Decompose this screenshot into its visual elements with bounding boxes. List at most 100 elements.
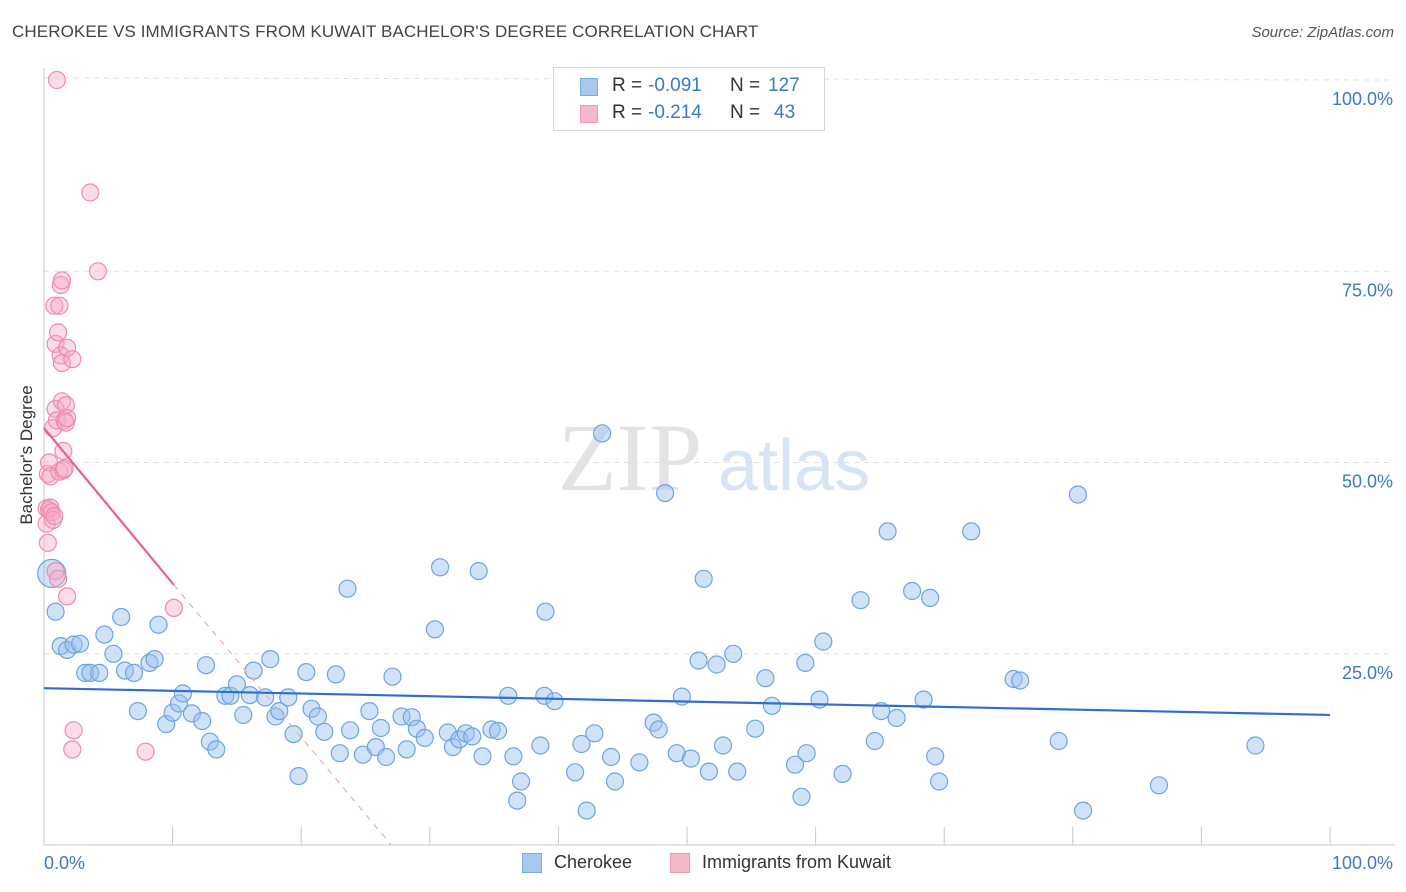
point-cherokee xyxy=(694,569,713,588)
point-cherokee xyxy=(756,669,775,688)
point-cherokee xyxy=(796,653,815,673)
y-tick-label: 75.0% xyxy=(1342,280,1393,300)
point-kuwait xyxy=(48,569,68,588)
point-cherokee xyxy=(601,747,621,767)
point-cherokee xyxy=(605,772,625,791)
trend-line-kuwait xyxy=(43,427,175,586)
point-cherokee xyxy=(689,651,708,670)
point-cherokee xyxy=(256,688,275,707)
point-cherokee xyxy=(360,701,379,721)
point-cherokee xyxy=(193,711,212,731)
point-cherokee xyxy=(814,632,833,651)
point-cherokee xyxy=(1073,801,1093,820)
point-kuwait xyxy=(164,598,183,618)
source-label: Source: ZipAtlas.com xyxy=(1251,24,1394,41)
point-cherokee xyxy=(699,762,719,781)
point-cherokee xyxy=(1004,669,1023,689)
point-cherokee xyxy=(261,649,280,669)
point-cherokee xyxy=(244,661,263,680)
point-kuwait xyxy=(51,346,70,365)
point-kuwait xyxy=(57,338,77,357)
point-cherokee xyxy=(902,581,922,601)
point-kuwait xyxy=(88,262,108,281)
trend-line-kuwait-extension xyxy=(173,584,392,846)
point-cherokee xyxy=(407,719,426,738)
r-label: R = xyxy=(612,75,643,96)
point-cherokee xyxy=(545,692,564,711)
point-cherokee xyxy=(431,558,450,577)
watermark-zip: ZIP xyxy=(558,404,702,511)
x-tick-label: 0.0% xyxy=(44,853,85,873)
point-kuwait xyxy=(39,453,59,472)
point-cherokee xyxy=(488,721,508,741)
point-kuwait xyxy=(47,70,67,90)
point-cherokee xyxy=(504,747,523,766)
stats-swatch-kuwait xyxy=(580,105,598,123)
point-cherokee xyxy=(878,522,897,541)
point-cherokee xyxy=(667,744,686,763)
point-cherokee xyxy=(1010,671,1030,690)
point-cherokee xyxy=(163,703,182,722)
point-cherokee xyxy=(1246,736,1265,755)
stats-row-kuwait: R = -0.214 N = 43 xyxy=(554,102,824,128)
watermark: ZIP atlas xyxy=(558,404,870,511)
r-value: -0.091 xyxy=(648,75,702,96)
point-cherokee xyxy=(383,667,402,686)
point-kuwait xyxy=(63,350,82,369)
point-cherokee xyxy=(914,690,933,709)
point-kuwait xyxy=(48,323,68,342)
point-kuwait xyxy=(57,409,77,428)
point-cherokee xyxy=(371,718,390,738)
watermark-atlas: atlas xyxy=(718,426,870,506)
point-cherokee xyxy=(473,747,492,766)
point-cherokee xyxy=(531,736,550,755)
n-value: 43 xyxy=(774,102,796,123)
point-cherokee xyxy=(851,591,870,610)
y-axis-label: Bachelor's Degree xyxy=(17,385,36,525)
point-cherokee xyxy=(70,634,90,653)
point-cherokee xyxy=(1049,731,1068,751)
trend-lines xyxy=(43,427,1331,846)
point-cherokee xyxy=(169,694,189,713)
tick-labels: 25.0% 50.0% 75.0% 100.0% 0.0% 100.0% xyxy=(44,89,1393,873)
point-cherokee xyxy=(463,727,482,746)
point-cherokee xyxy=(577,801,596,820)
point-cherokee xyxy=(145,649,164,669)
axes xyxy=(43,68,1395,846)
point-cherokee xyxy=(402,708,421,727)
point-kuwait xyxy=(38,533,58,552)
point-cherokee xyxy=(962,522,981,541)
n-label: N = xyxy=(730,75,761,96)
point-cherokee xyxy=(297,662,316,682)
point-cherokee xyxy=(338,579,357,598)
point-cherokee xyxy=(315,722,334,741)
point-kuwait xyxy=(64,721,83,740)
point-cherokee xyxy=(872,701,891,721)
gridlines xyxy=(43,77,1396,655)
point-cherokee xyxy=(499,686,518,705)
point-cherokee xyxy=(182,704,201,723)
point-cherokee xyxy=(46,602,65,621)
point-cherokee xyxy=(377,747,396,767)
point-cherokee xyxy=(76,663,95,683)
point-cherokee xyxy=(572,734,591,754)
point-cherokee xyxy=(649,720,668,739)
legend-label-cherokee: Cherokee xyxy=(554,852,633,872)
x-tick-label: 100.0% xyxy=(1332,853,1393,873)
point-cherokee xyxy=(762,696,782,715)
stats-box: R = -0.091 N = 127 R = -0.214 N = 43 xyxy=(553,67,825,131)
point-cherokee xyxy=(810,690,829,709)
chart-title: CHEROKEE VS IMMIGRANTS FROM KUWAIT BACHE… xyxy=(12,22,759,41)
point-cherokee xyxy=(149,615,168,634)
point-kuwait xyxy=(52,271,72,290)
y-tick-label: 50.0% xyxy=(1342,472,1393,492)
point-cherokee xyxy=(585,724,604,743)
point-cherokee xyxy=(157,714,176,734)
point-kuwait xyxy=(57,587,77,606)
point-cherokee xyxy=(926,747,945,766)
point-cherokee xyxy=(785,755,805,774)
point-cherokee xyxy=(792,787,811,806)
point-cherokee xyxy=(920,588,940,608)
point-kuwait xyxy=(46,334,65,353)
